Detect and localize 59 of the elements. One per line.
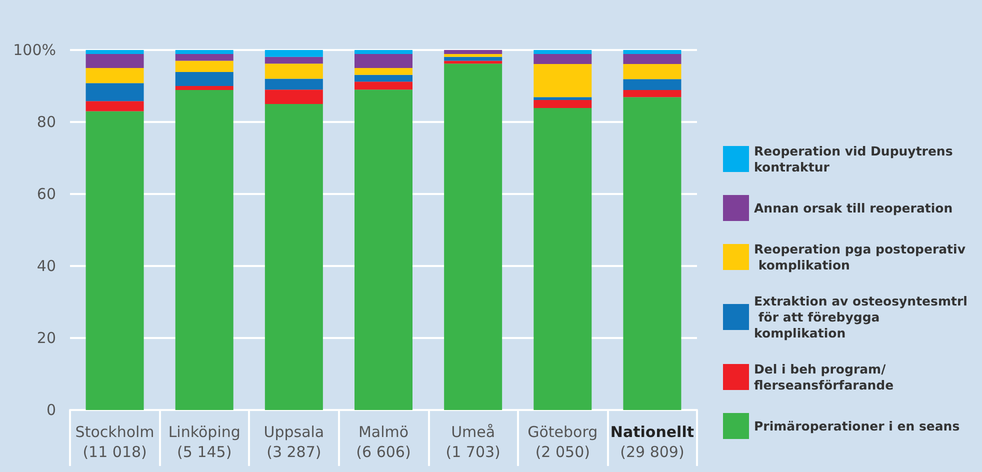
bar (534, 54, 592, 64)
bar (86, 68, 144, 84)
bar (534, 64, 592, 98)
bar (354, 50, 412, 54)
x-tick-label: Uppsala (3 287) (264, 423, 324, 461)
bar (175, 86, 234, 90)
bar (86, 54, 144, 68)
y-tick-label: 80 (36, 113, 56, 131)
legend-label: Reoperation vid Dupuytrens kontraktur (754, 144, 958, 174)
bar (264, 90, 323, 104)
bar (175, 90, 234, 410)
y-tick-label: 100% (13, 41, 56, 59)
legend-label: Annan orsak till reoperation (754, 200, 953, 216)
bar (623, 97, 682, 410)
legend-label: Primäroperationer i en seans (754, 418, 960, 434)
legend-label: Reoperation pga postoperativ komplikation (754, 242, 966, 272)
bar (264, 64, 323, 79)
x-tick-label: Linköping (5 145) (168, 423, 240, 461)
legend-label: Extraktion av osteosyntesmtrl för att förebygga komplikation (754, 294, 968, 340)
bar (264, 104, 323, 410)
y-tick-label: 40 (36, 257, 56, 275)
bar (175, 54, 234, 61)
y-tick-label: 60 (36, 185, 56, 203)
bar (86, 111, 144, 410)
bar (264, 50, 323, 57)
bar (86, 83, 144, 102)
bar (354, 68, 412, 75)
x-tick-label: Nationellt (29 809) (610, 423, 694, 461)
x-tick-label: Stockholm (11 018) (75, 423, 154, 461)
bar (354, 82, 412, 90)
bar (86, 50, 144, 54)
bar (444, 54, 502, 57)
bar (175, 60, 234, 72)
bar (175, 50, 234, 54)
bar (354, 54, 412, 68)
bar (623, 90, 682, 98)
bar (623, 50, 682, 54)
x-tick-label: Göteborg (2 050) (528, 423, 598, 461)
bar (444, 50, 502, 54)
legend-label: Del i beh program/ flerseansförfarande (754, 362, 894, 392)
bar (534, 108, 592, 410)
bar (534, 100, 592, 108)
bar (623, 64, 682, 80)
bar (264, 56, 323, 64)
bar (534, 97, 592, 100)
y-tick-label: 0 (46, 401, 56, 419)
y-tick-label: 20 (36, 329, 56, 347)
bar (354, 74, 412, 82)
bar (534, 50, 592, 54)
bar (623, 79, 682, 90)
bar (444, 64, 502, 410)
bar (264, 78, 323, 90)
bar (175, 72, 234, 86)
bar (623, 54, 682, 64)
bar (86, 101, 144, 112)
bar (444, 56, 502, 61)
x-tick-label: Malmö (6 606) (356, 423, 411, 461)
bar (354, 90, 412, 410)
x-tick-label: Umeå (1 703) (446, 423, 500, 461)
